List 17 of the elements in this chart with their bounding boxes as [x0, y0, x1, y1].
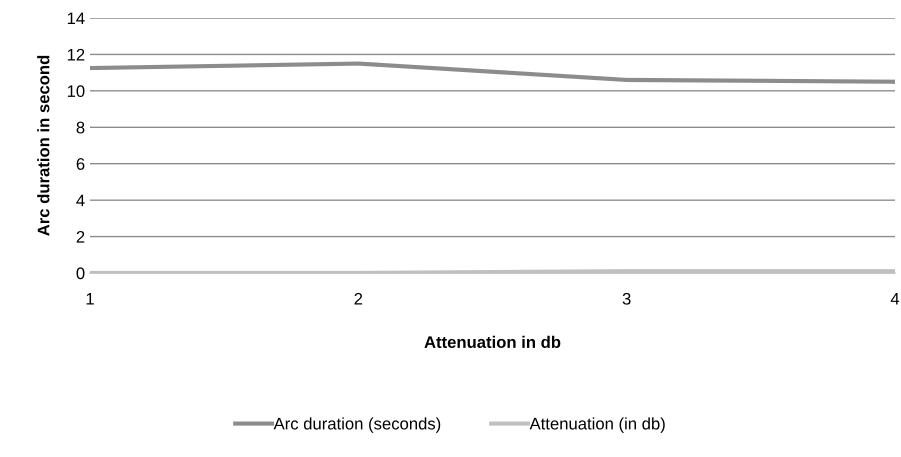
legend-label: Arc duration (seconds): [274, 417, 440, 433]
x-tick-label: 4: [890, 293, 900, 305]
y-tick-label: 6: [76, 158, 84, 170]
y-tick-label: 8: [76, 122, 84, 134]
x-tick-label: 2: [354, 292, 362, 305]
x-tick-label: 1: [86, 293, 94, 305]
y-tick-label: 0: [76, 267, 84, 280]
y-tick-label: 14: [68, 12, 85, 24]
y-tick-label: 10: [68, 85, 84, 98]
x-tick-label: 3: [622, 292, 631, 305]
y-axis-title: Arc duration in second: [37, 56, 50, 236]
y-tick-label: 2: [76, 230, 84, 243]
y-tick-label: 4: [76, 194, 85, 206]
y-tick-label: 12: [68, 48, 84, 60]
legend-label: Attenuation (in db): [530, 417, 665, 433]
x-axis-title: Attenuation in db: [424, 336, 560, 348]
line-series: [90, 61, 895, 84]
